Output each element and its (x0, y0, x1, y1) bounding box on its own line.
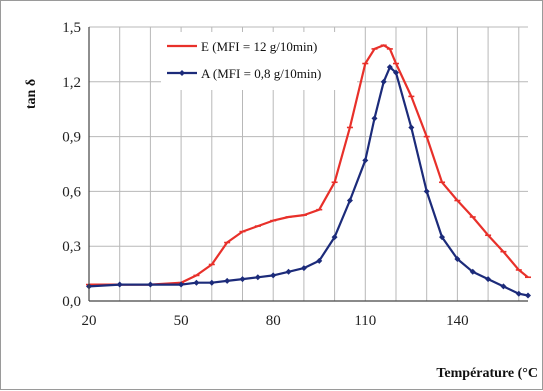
series-point-1 (515, 290, 522, 297)
y-tick-label: 1,5 (62, 20, 81, 36)
series-layer (86, 44, 531, 299)
series-point-1 (525, 292, 531, 299)
x-tick-label: 110 (354, 313, 376, 329)
legend-marker-1 (179, 70, 185, 76)
series-point-1 (469, 268, 476, 275)
legend-box (161, 32, 357, 90)
legend-label-1: A (MFI = 0,8 g/10min) (201, 66, 321, 81)
series-point-1 (239, 276, 246, 283)
series-point-1 (193, 279, 200, 286)
legend: E (MFI = 12 g/10min) A (MFI = 0,8 g/10min… (161, 32, 357, 90)
series-point-1 (331, 234, 338, 241)
series-point-1 (485, 276, 492, 283)
series-point-1 (371, 115, 378, 122)
y-tick-label: 0,6 (62, 184, 81, 200)
series-point-1 (454, 255, 461, 262)
x-tick-label: 80 (266, 313, 281, 329)
series-point-1 (423, 188, 430, 195)
y-axis-title: tan δ (24, 79, 39, 109)
series-point-1 (270, 272, 277, 279)
y-tick-label: 1,2 (62, 75, 81, 91)
y-tick-label: 0,3 (62, 239, 81, 255)
series-point-1 (285, 268, 292, 275)
series-point-1 (392, 69, 399, 76)
series-point-1 (178, 281, 185, 288)
y-tick-label: 0,0 (62, 294, 81, 310)
x-tick-label: 50 (174, 313, 189, 329)
series-point-1 (316, 257, 323, 264)
series-point-1 (439, 234, 446, 241)
series-point-1 (224, 277, 231, 284)
x-tick-label: 20 (82, 313, 97, 329)
series-point-1 (116, 281, 123, 288)
series-point-1 (147, 281, 154, 288)
series-point-1 (346, 197, 353, 204)
x-tick-label: 140 (446, 313, 469, 329)
series-point-1 (208, 279, 215, 286)
series-point-1 (254, 274, 261, 281)
y-tick-label: 0,9 (62, 130, 81, 146)
series-point-1 (362, 157, 369, 164)
series-point-1 (300, 265, 307, 272)
series-point-1 (386, 64, 393, 71)
x-axis-title: Température (°C (436, 366, 538, 381)
series-point-1 (408, 124, 415, 131)
legend-label-0: E (MFI = 12 g/10min) (201, 39, 317, 54)
series-point-1 (380, 78, 387, 85)
series-point-1 (500, 283, 507, 290)
axis-layer: 20 50 80 110 140 0,0 0,3 0,6 0,9 1,2 1,5 Températur… (24, 20, 538, 381)
